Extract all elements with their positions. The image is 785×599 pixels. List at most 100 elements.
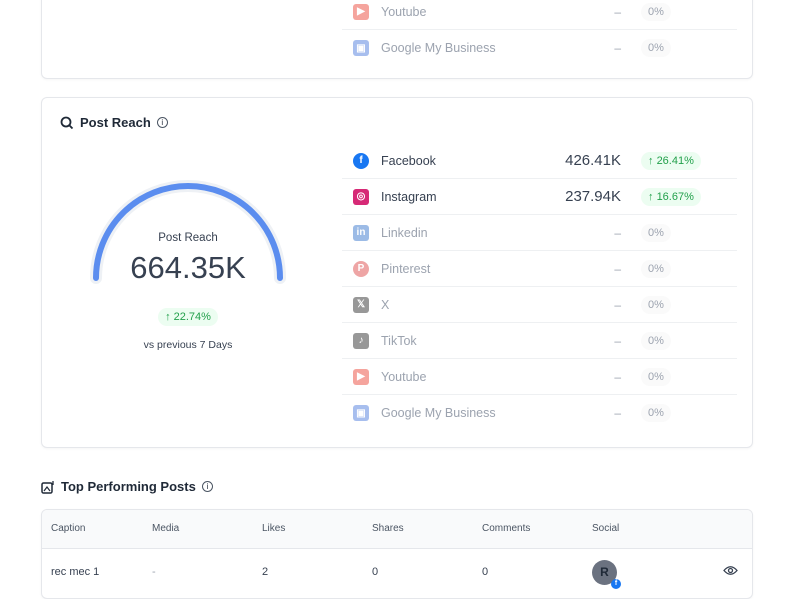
- post-reach-change-badge: ↑ 22.74%: [158, 308, 218, 326]
- youtube-icon: ▶: [353, 3, 369, 20]
- platform-name: Youtube: [381, 4, 427, 19]
- platform-change: 16.67%: [656, 190, 694, 203]
- column-header[interactable]: Media: [152, 510, 262, 549]
- platform-name: Instagram: [381, 189, 437, 204]
- media-cell: -: [152, 566, 156, 579]
- platform-name: X: [381, 297, 390, 312]
- post-reach-gauge: [90, 180, 286, 284]
- google-my-business-icon: ▣: [353, 405, 369, 421]
- platform-name: Linkedin: [381, 225, 428, 240]
- platform-change: 0%: [648, 5, 664, 18]
- platform-change-badge: ↑ 26.41%: [641, 151, 701, 170]
- tiktok-icon: ♪: [353, 332, 369, 349]
- linkedin-icon: in: [353, 224, 369, 241]
- post-reach-header: Post Reach i: [60, 115, 168, 130]
- platform-row: P Pinterest – 0%: [342, 251, 737, 287]
- platform-row: ▶ Youtube – 0%: [342, 359, 737, 395]
- platform-change-badge: 0%: [641, 39, 671, 57]
- platform-value: 426.41K: [565, 152, 621, 169]
- platform-change-badge: ↑ 16.67%: [641, 187, 701, 206]
- eye-icon[interactable]: [723, 565, 738, 576]
- search-icon: [60, 116, 74, 129]
- platform-change: 0%: [648, 226, 664, 239]
- platform-change: 0%: [648, 334, 664, 347]
- platform-name: Youtube: [381, 369, 427, 384]
- platform-name: Google My Business: [381, 41, 496, 55]
- platform-row: ▣ Google My Business – 0%: [342, 395, 737, 431]
- platform-change: 0%: [648, 42, 664, 54]
- comments-cell: 0: [482, 566, 489, 579]
- post-reach-total: 664.35K: [130, 250, 246, 285]
- platform-value: –: [614, 406, 621, 420]
- avatar-initial: R: [600, 565, 609, 580]
- column-header[interactable]: Caption: [42, 510, 152, 549]
- top-posts-table-card: Caption Media Likes Shares Comments Social re…: [41, 509, 753, 599]
- platform-value: –: [614, 261, 621, 276]
- view-cell: [619, 548, 752, 596]
- platform-reach-list: f Facebook 426.41K ↑ 26.41% ◎ Instagram …: [342, 143, 737, 431]
- image-post-icon: [41, 480, 54, 494]
- platform-change: 0%: [648, 298, 664, 311]
- platform-name: TikTok: [381, 333, 417, 348]
- top-card-list: ▶ Youtube – 0% ▣ Google My Business – 0%: [342, 0, 737, 66]
- gauge-label: Post Reach: [158, 232, 218, 244]
- platform-change: 0%: [648, 407, 664, 419]
- top-posts-table: Caption Media Likes Shares Comments Social re…: [42, 510, 752, 596]
- platform-change-badge: 0%: [641, 223, 671, 242]
- platform-value: –: [614, 369, 621, 384]
- platform-row: ♪ TikTok – 0%: [342, 323, 737, 359]
- facebook-icon: f: [611, 578, 621, 589]
- column-header[interactable]: Likes: [262, 510, 372, 549]
- comparison-label: vs previous 7 Days: [143, 339, 233, 351]
- platform-value: 237.94K: [565, 188, 621, 205]
- platform-name: Facebook: [381, 153, 436, 168]
- platform-change-badge: 0%: [641, 367, 671, 386]
- top-card: ▶ Youtube – 0% ▣ Google My Business – 0%: [41, 0, 753, 79]
- column-header[interactable]: Comments: [482, 510, 592, 549]
- column-header[interactable]: Shares: [372, 510, 482, 549]
- change-value: 22.74%: [173, 311, 211, 323]
- platform-row: f Facebook 426.41K ↑ 26.41%: [342, 143, 737, 179]
- platform-change-badge: 0%: [641, 259, 671, 278]
- instagram-icon: ◎: [353, 188, 369, 205]
- facebook-icon: f: [353, 152, 369, 169]
- info-icon[interactable]: i: [201, 481, 213, 492]
- column-header[interactable]: Social: [592, 510, 620, 549]
- shares-cell: 0: [372, 566, 379, 579]
- platform-name: Google My Business: [381, 406, 496, 420]
- platform-change: 0%: [648, 370, 664, 383]
- change-wrap: ↑ 22.74%: [88, 307, 288, 326]
- platform-value: –: [614, 41, 621, 55]
- platform-value: –: [614, 333, 621, 348]
- youtube-icon: ▶: [353, 368, 369, 385]
- platform-row: ◎ Instagram 237.94K ↑ 16.67%: [342, 179, 737, 215]
- pinterest-icon: P: [353, 260, 369, 277]
- platform-value: –: [614, 297, 621, 312]
- platform-change-badge: 0%: [641, 404, 671, 422]
- platform-row: ▶ Youtube – 0%: [342, 0, 737, 30]
- likes-cell: 2: [262, 566, 269, 579]
- google-my-business-icon: ▣: [353, 40, 369, 56]
- top-posts-header: Top Performing Posts i: [41, 479, 213, 494]
- platform-name: Pinterest: [381, 261, 431, 276]
- platform-change-badge: 0%: [641, 331, 671, 350]
- post-reach-card: Post Reach i Post Reach 664.35K ↑ 22.74%…: [41, 97, 753, 448]
- platform-row: in Linkedin – 0%: [342, 215, 737, 251]
- platform-change-badge: 0%: [641, 2, 671, 21]
- platform-row: ▣ Google My Business – 0%: [342, 30, 737, 66]
- top-posts-title: Top Performing Posts: [61, 479, 196, 494]
- info-icon[interactable]: i: [156, 117, 168, 128]
- platform-change: 0%: [648, 262, 664, 275]
- platform-value: –: [614, 4, 621, 19]
- platform-change-badge: 0%: [641, 295, 671, 314]
- post-reach-title: Post Reach: [80, 115, 151, 130]
- platform-row: 𝕏 X – 0%: [342, 287, 737, 323]
- gauge-fill: [93, 183, 283, 281]
- x-icon: 𝕏: [353, 296, 369, 313]
- caption-cell: rec mec 1: [51, 566, 100, 579]
- platform-change: 26.41%: [656, 154, 694, 167]
- column-header-actions: [619, 510, 752, 549]
